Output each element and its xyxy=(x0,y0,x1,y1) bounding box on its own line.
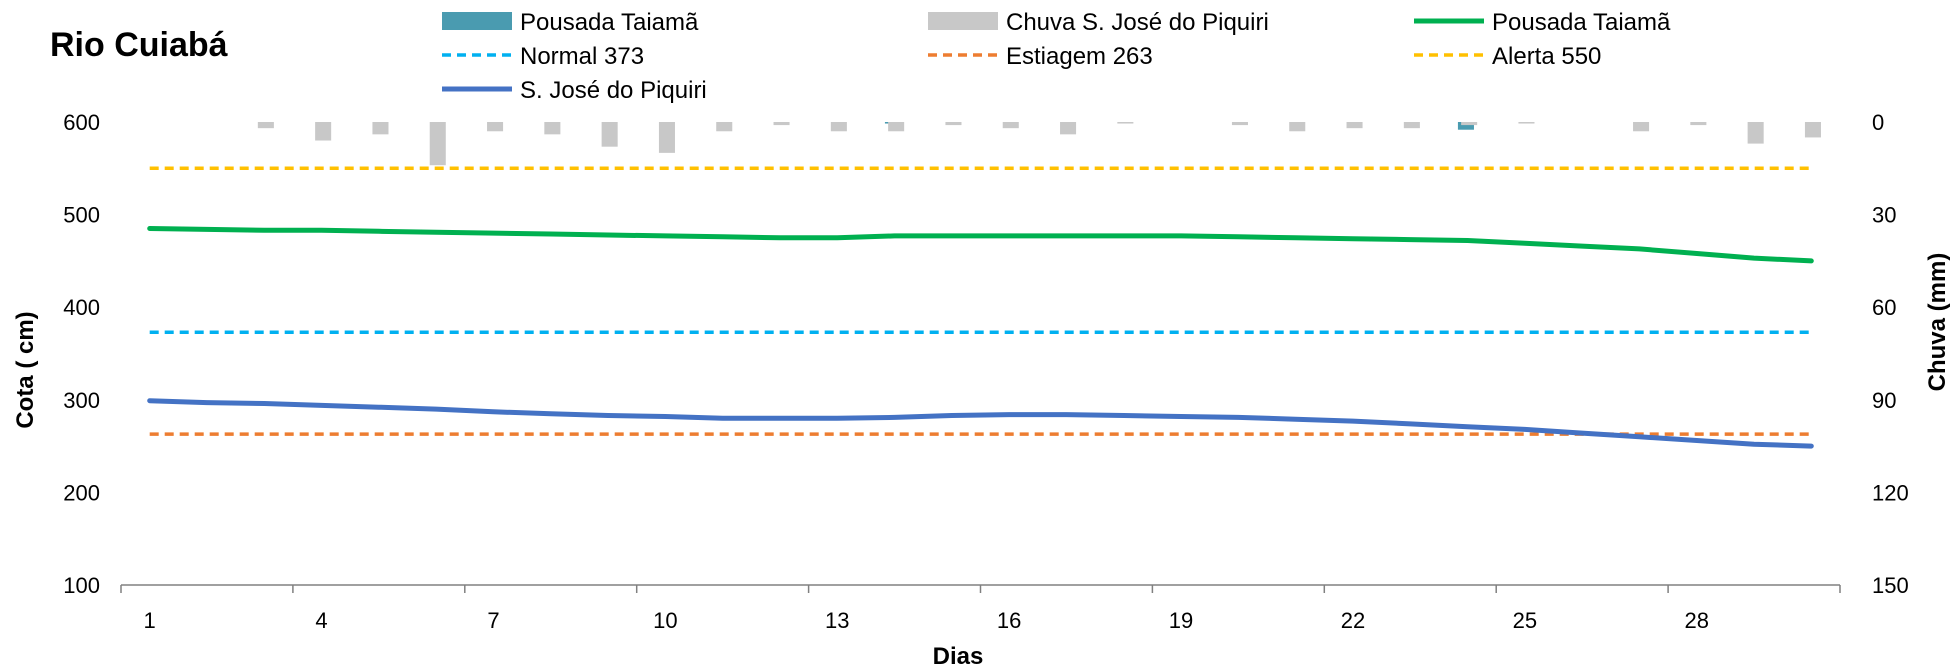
rain-bar xyxy=(487,122,504,132)
legend-label: Estiagem 263 xyxy=(1006,43,1153,70)
legend-swatch xyxy=(928,12,998,30)
x-tick-label: 22 xyxy=(1341,608,1365,633)
rain-bar xyxy=(372,122,389,135)
rain-bar xyxy=(1633,122,1650,132)
rain-bar xyxy=(1804,122,1821,138)
legend-label: Alerta 550 xyxy=(1492,43,1601,70)
y-tick-label: 200 xyxy=(63,480,100,505)
legend-label: S. José do Piquiri xyxy=(520,77,707,104)
rain-bar xyxy=(1457,122,1474,130)
x-tick-label: 13 xyxy=(825,608,849,633)
rain-bar xyxy=(1518,122,1535,124)
rain-bar xyxy=(1461,122,1478,126)
rain-bar xyxy=(1690,122,1707,126)
y2-ticks: 0 30 60 90 120 150 xyxy=(1872,110,1909,598)
y-tick-label: 300 xyxy=(63,388,100,413)
rain-bar xyxy=(544,122,561,135)
y-tick-label: 500 xyxy=(63,203,100,228)
rain-bars xyxy=(257,122,1821,166)
rain-bar xyxy=(601,122,618,147)
x-tick-label: 28 xyxy=(1685,608,1709,633)
x-tick-label: 19 xyxy=(1169,608,1193,633)
legend-label: Pousada Taiamã xyxy=(1492,9,1671,36)
rain-bar xyxy=(315,122,332,141)
series-lines xyxy=(147,166,1814,449)
rain-bar xyxy=(1231,122,1248,126)
x-tick-label: 16 xyxy=(997,608,1021,633)
legend-label: Pousada Taiamã xyxy=(520,9,699,36)
chart-title: Rio Cuiabá xyxy=(50,26,228,64)
rain-bar xyxy=(773,122,790,126)
y2-tick-label: 0 xyxy=(1872,110,1884,135)
series-line xyxy=(147,398,1814,449)
rain-bar xyxy=(945,122,962,126)
legend-label: Chuva S. José do Piquiri xyxy=(1006,9,1269,36)
legend-swatch xyxy=(442,12,512,30)
x-axis-title: Dias xyxy=(933,643,984,666)
rain-bar xyxy=(716,122,733,132)
y2-tick-label: 30 xyxy=(1872,203,1896,228)
y2-tick-label: 90 xyxy=(1872,388,1896,413)
rain-bar xyxy=(429,122,446,166)
rain-bar xyxy=(257,122,274,129)
x-tick-label: 7 xyxy=(487,608,499,633)
x-tick-label: 1 xyxy=(144,608,156,633)
y-ticks: 100 200 300 400 500 600 xyxy=(63,110,100,598)
y-tick-label: 400 xyxy=(63,295,100,320)
y2-tick-label: 60 xyxy=(1872,295,1896,320)
rain-bar xyxy=(658,122,675,153)
y2-tick-label: 120 xyxy=(1872,480,1909,505)
rain-bar xyxy=(1289,122,1306,132)
legend-label: Normal 373 xyxy=(520,43,644,70)
rain-bar xyxy=(1747,122,1764,144)
y2-axis-title: Chuva (mm) xyxy=(1924,253,1951,392)
y2-tick-label: 150 xyxy=(1872,573,1909,598)
rain-bar xyxy=(1117,122,1134,124)
y-axis-title: Cota ( cm) xyxy=(12,311,39,428)
rain-bar xyxy=(1346,122,1363,129)
rain-bar xyxy=(830,122,847,132)
rain-bar xyxy=(1403,122,1420,129)
x-tick-label: 4 xyxy=(315,608,327,633)
rain-bar xyxy=(888,122,905,132)
y-tick-label: 100 xyxy=(63,573,100,598)
series-line xyxy=(147,226,1814,264)
x-ticks: 1 4 7 10 13 16 19 22 25 28 xyxy=(120,585,1841,633)
rain-bar xyxy=(1002,122,1019,129)
x-tick-label: 25 xyxy=(1513,608,1537,633)
y-tick-label: 600 xyxy=(63,110,100,135)
legend: Pousada Taiamã Chuva S. José do Piquiri Po… xyxy=(442,9,1671,104)
rain-bar xyxy=(1060,122,1077,135)
x-tick-label: 10 xyxy=(653,608,677,633)
